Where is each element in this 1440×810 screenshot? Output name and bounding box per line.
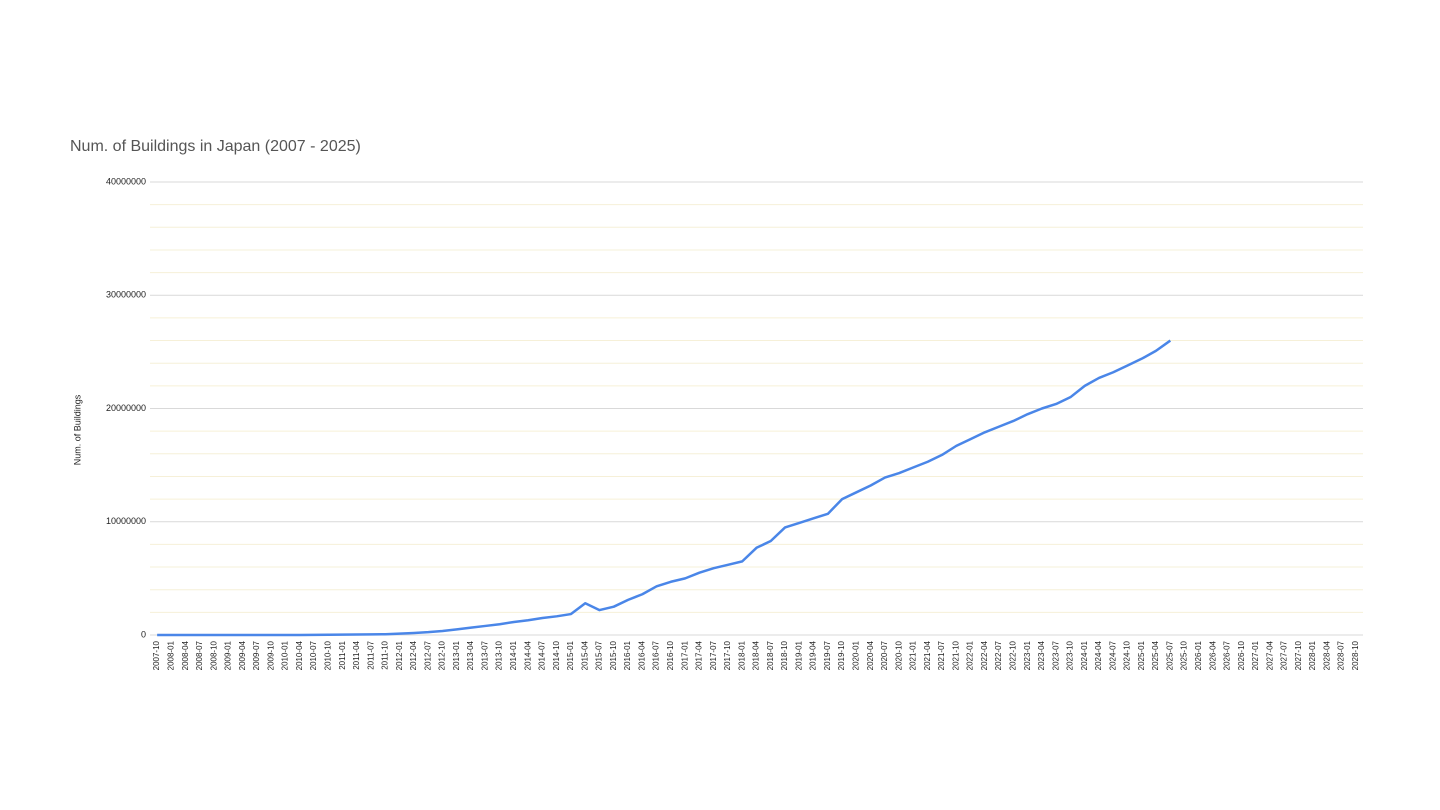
x-tick-label: 2009-01	[224, 640, 233, 670]
x-tick-label: 2025-10	[1180, 640, 1189, 670]
x-tick-label: 2014-10	[552, 640, 561, 670]
x-tick-label: 2025-01	[1137, 640, 1146, 670]
x-tick-label: 2026-01	[1194, 640, 1203, 670]
x-tick-label: 2011-07	[366, 640, 375, 669]
x-tick-label: 2025-04	[1151, 640, 1160, 670]
x-tick-label: 2021-07	[937, 640, 946, 670]
x-tick-label: 2010-07	[309, 640, 318, 670]
y-tick-label: 30000000	[106, 290, 146, 300]
x-tick-label: 2012-01	[395, 640, 404, 670]
x-tick-label: 2008-04	[181, 640, 190, 670]
x-tick-label: 2018-01	[737, 640, 746, 670]
x-tick-label: 2023-01	[1023, 640, 1032, 670]
x-tick-label: 2027-01	[1251, 640, 1260, 670]
x-tick-label: 2013-04	[466, 640, 475, 670]
x-tick-label: 2024-07	[1108, 640, 1117, 670]
x-tick-label: 2020-01	[852, 640, 861, 670]
y-tick-label: 0	[141, 629, 146, 639]
x-tick-label: 2022-04	[980, 640, 989, 670]
x-tick-label: 2023-10	[1066, 640, 1075, 670]
chart-title: Num. of Buildings in Japan (2007 - 2025)	[70, 138, 361, 155]
x-tick-label: 2022-10	[1008, 640, 1017, 670]
x-tick-label: 2018-10	[780, 640, 789, 670]
x-tick-label: 2020-10	[894, 640, 903, 670]
x-tick-label: 2026-10	[1237, 640, 1246, 670]
x-tick-label: 2013-10	[495, 640, 504, 670]
x-tick-label: 2020-07	[880, 640, 889, 670]
x-tick-label: 2024-04	[1094, 640, 1103, 670]
x-tick-label: 2012-10	[438, 640, 447, 670]
x-tick-label: 2016-01	[623, 640, 632, 670]
x-tick-label: 2010-10	[323, 640, 332, 670]
x-tick-label: 2024-01	[1080, 640, 1089, 670]
x-tick-label: 2023-07	[1051, 640, 1060, 670]
x-tick-label: 2028-01	[1308, 640, 1317, 670]
x-tick-label: 2024-10	[1123, 640, 1132, 670]
x-tick-label: 2015-01	[566, 640, 575, 670]
x-tick-label: 2008-07	[195, 640, 204, 670]
x-tick-label: 2009-10	[266, 640, 275, 670]
x-tick-label: 2014-01	[509, 640, 518, 670]
x-tick-label: 2009-07	[252, 640, 261, 670]
x-tick-label: 2017-10	[723, 640, 732, 670]
x-tick-label: 2010-04	[295, 640, 304, 670]
x-tick-label: 2025-07	[1165, 640, 1174, 670]
x-tick-label: 2028-07	[1337, 640, 1346, 670]
x-tick-label: 2016-07	[652, 640, 661, 670]
x-tick-label: 2020-04	[866, 640, 875, 670]
x-tick-label: 2027-10	[1294, 640, 1303, 670]
data-line	[157, 339, 1172, 637]
x-tick-label: 2021-10	[951, 640, 960, 670]
x-tick-label: 2018-04	[752, 640, 761, 670]
x-tick-label: 2013-01	[452, 640, 461, 670]
x-tick-label: 2011-01	[338, 640, 347, 669]
x-tick-label: 2015-07	[595, 640, 604, 670]
x-tick-label: 2008-01	[167, 640, 176, 670]
x-tick-label: 2026-07	[1223, 640, 1232, 670]
x-tick-label: 2009-04	[238, 640, 247, 670]
x-tick-label: 2022-07	[994, 640, 1003, 670]
x-tick-label: 2010-01	[281, 640, 290, 670]
x-tick-label: 2028-04	[1322, 640, 1331, 670]
x-tick-label: 2026-04	[1208, 640, 1217, 670]
x-tick-label: 2018-07	[766, 640, 775, 670]
y-tick-label: 40000000	[106, 176, 146, 186]
x-tick-label: 2014-07	[538, 640, 547, 670]
y-axis-label: Num. of Buildings	[72, 394, 82, 465]
x-tick-label: 2017-04	[695, 640, 704, 670]
x-tick-label: 2017-01	[680, 640, 689, 670]
x-tick-label: 2017-07	[709, 640, 718, 670]
x-tick-label: 2019-10	[837, 640, 846, 670]
x-tick-label: 2011-10	[381, 640, 390, 669]
x-tick-label: 2015-04	[580, 640, 589, 670]
y-tick-label: 10000000	[106, 516, 146, 526]
x-tick-label: 2021-01	[909, 640, 918, 670]
x-tick-label: 2015-10	[609, 640, 618, 670]
x-tick-label: 2008-10	[209, 640, 218, 670]
x-tick-label: 2011-04	[352, 640, 361, 669]
x-tick-label: 2019-07	[823, 640, 832, 670]
x-tick-label: 2014-04	[523, 640, 532, 670]
x-tick-label: 2012-04	[409, 640, 418, 670]
x-tick-label: 2016-04	[637, 640, 646, 670]
x-tick-label: 2016-10	[666, 640, 675, 670]
x-tick-label: 2012-07	[423, 640, 432, 670]
x-tick-label: 2019-04	[809, 640, 818, 670]
y-tick-label: 20000000	[106, 403, 146, 413]
x-tick-label: 2021-04	[923, 640, 932, 670]
x-tick-label: 2013-07	[480, 640, 489, 670]
x-tick-label: 2023-04	[1037, 640, 1046, 670]
x-tick-label: 2028-10	[1351, 640, 1360, 670]
x-tick-label: 2007-10	[152, 640, 161, 670]
x-tick-label: 2027-04	[1265, 640, 1274, 670]
x-tick-label: 2022-01	[966, 640, 975, 670]
x-tick-label: 2027-07	[1280, 640, 1289, 670]
x-tick-label: 2019-01	[794, 640, 803, 670]
